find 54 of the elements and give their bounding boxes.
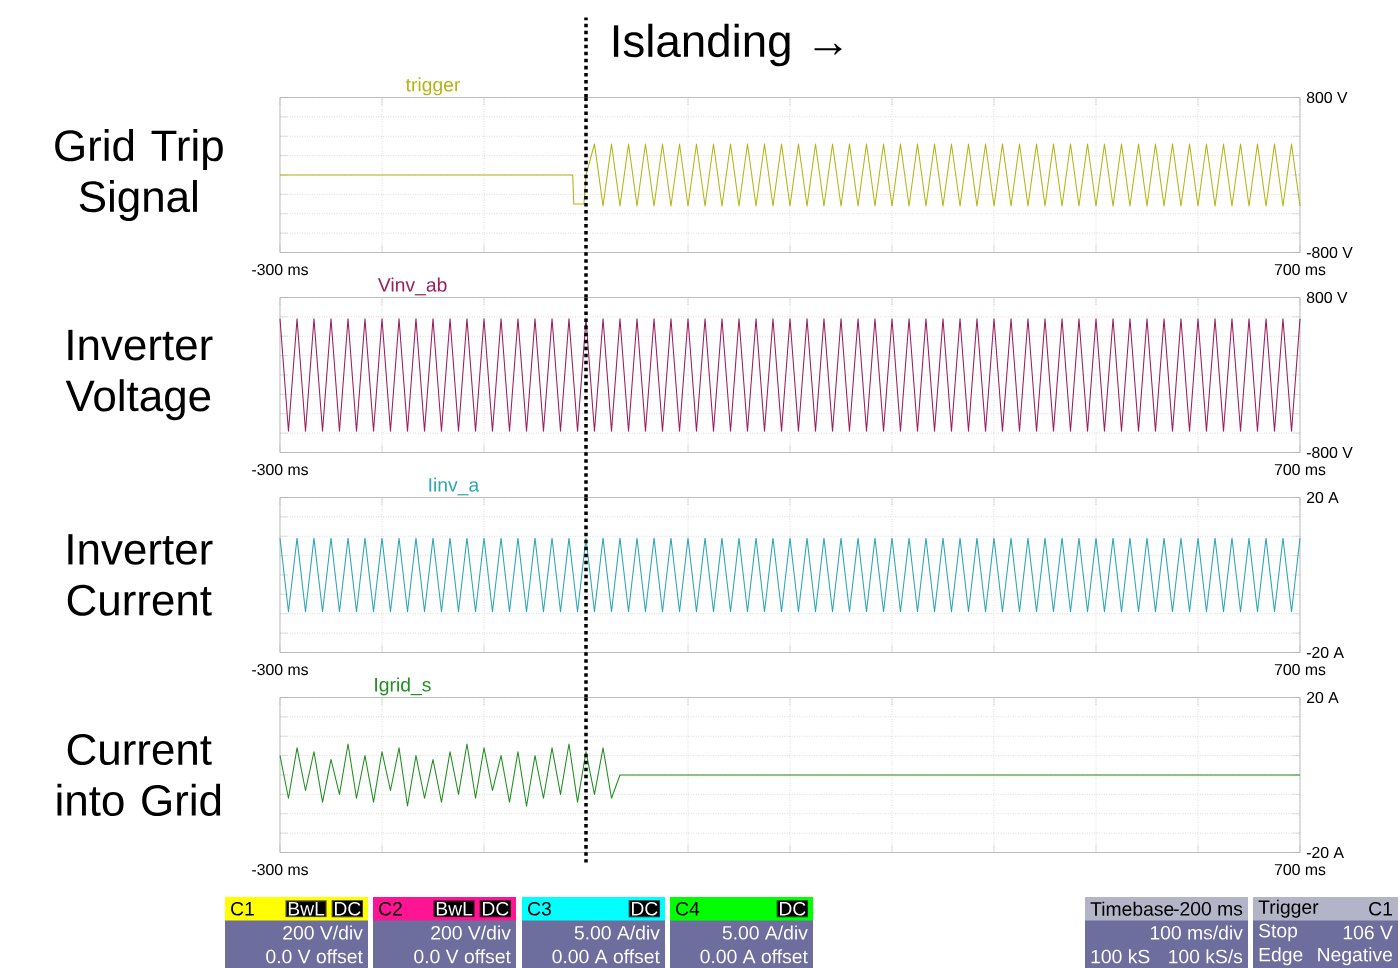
- text: C3: [528, 901, 551, 916]
- series-label: Vinv_ab: [377, 277, 447, 296]
- legend-label: Islanding →: [613, 23, 842, 67]
- text: 106 V: [1343, 925, 1393, 940]
- text: 5.00 A/div: [722, 925, 808, 940]
- text: 200 V/div: [283, 925, 363, 940]
- y-tick-label: 20 A: [1307, 491, 1339, 504]
- x-tick-label: 700 ms: [1274, 263, 1326, 276]
- y-axis-title: Grid Trip Signal: [55, 129, 223, 221]
- text: Timebase: [1090, 901, 1174, 916]
- y-axis-title: Current into Grid: [57, 733, 221, 817]
- y-tick-label: 800 V: [1306, 291, 1348, 304]
- text: 0.0 V offset: [266, 949, 363, 964]
- x-tick-label: 700 ms: [1274, 663, 1326, 676]
- text: DC: [483, 901, 509, 916]
- text: Trigger: [1258, 899, 1319, 918]
- text: Iinv_a: [429, 477, 480, 496]
- x-tick-label: -300 ms: [252, 663, 308, 676]
- y-axis-title: Inverter Voltage: [65, 329, 213, 421]
- text: C1: [231, 901, 254, 916]
- text: BwL: [436, 902, 473, 916]
- text: -200 ms: [1173, 901, 1243, 916]
- text: C2: [379, 901, 402, 916]
- y-tick-label: -20 A: [1306, 646, 1344, 659]
- y-tick-label: 20 A: [1307, 691, 1339, 704]
- y-axis-title: Inverter Current: [67, 534, 213, 616]
- text: 200 V/div: [431, 925, 511, 940]
- text: 100 ms/div: [1150, 925, 1243, 940]
- text: 100 kS: [1091, 949, 1150, 964]
- x-tick-label: -300 ms: [252, 263, 308, 276]
- text: Igrid_s: [375, 677, 431, 696]
- text: C4: [676, 901, 700, 916]
- text: DC: [632, 901, 658, 916]
- y-tick-label: 800 V: [1306, 91, 1348, 104]
- text: Negative: [1318, 947, 1393, 966]
- y-tick-label: -800 V: [1306, 246, 1353, 259]
- text: C1: [1369, 901, 1392, 916]
- text: 100 kS/s: [1169, 949, 1243, 964]
- y-tick-label: -20 A: [1306, 846, 1344, 859]
- x-tick-label: 700 ms: [1274, 863, 1326, 876]
- text: 0.0 V offset: [414, 949, 511, 964]
- text: trigger: [405, 77, 461, 96]
- y-tick-label: -800 V: [1306, 446, 1353, 459]
- text: 0.00 A offset: [700, 949, 808, 964]
- text: 0.00 A offset: [552, 949, 660, 964]
- text: 5.00 A/div: [574, 925, 660, 940]
- text: DC: [780, 901, 806, 916]
- text: BwL: [288, 902, 325, 916]
- x-tick-label: -300 ms: [252, 463, 308, 476]
- text: DC: [335, 901, 361, 916]
- x-tick-label: -300 ms: [252, 863, 308, 876]
- text: Edge: [1259, 947, 1303, 966]
- text: Stop: [1259, 923, 1298, 942]
- x-tick-label: 700 ms: [1274, 463, 1326, 476]
